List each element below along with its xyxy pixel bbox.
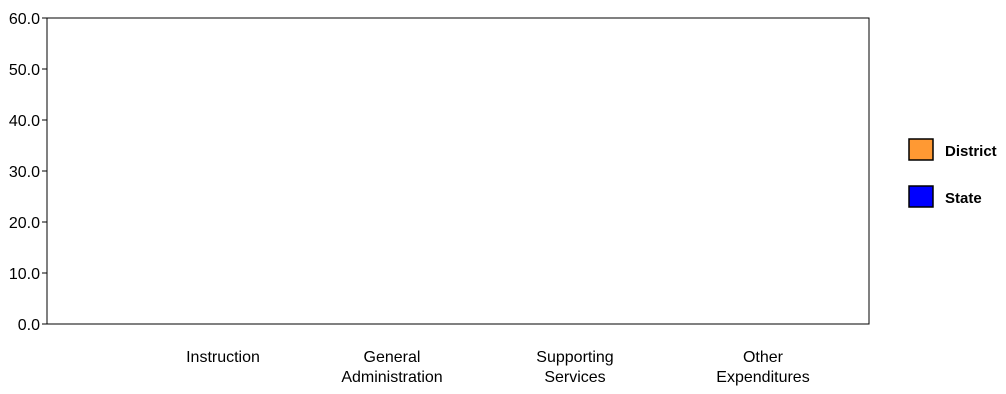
y-tick-label: 0.0	[18, 317, 40, 334]
y-tick-label: 10.0	[9, 266, 40, 283]
legend-swatch-state	[908, 185, 934, 208]
y-tick-label: 50.0	[9, 62, 40, 79]
x-category-label: Supporting Services	[536, 349, 613, 386]
x-category-label: General Administration	[341, 349, 442, 386]
y-tick-label: 40.0	[9, 113, 40, 130]
legend-label-district: District	[945, 143, 997, 160]
legend: District State	[908, 138, 997, 208]
legend-swatch-district	[908, 138, 934, 161]
x-category-label: Instruction	[186, 349, 260, 366]
y-axis-ticks: 0.0 10.0 20.0 30.0 40.0 50.0 60.0	[9, 11, 47, 334]
x-category-label: Other Expenditures	[716, 349, 809, 386]
plot-area	[46, 17, 870, 325]
y-tick-label: 30.0	[9, 164, 40, 181]
y-tick-label: 60.0	[9, 11, 40, 28]
x-axis-labels: Instruction General Administration Supporti…	[186, 349, 810, 386]
y-tick-label: 20.0	[9, 215, 40, 232]
legend-label-state: State	[945, 190, 982, 207]
